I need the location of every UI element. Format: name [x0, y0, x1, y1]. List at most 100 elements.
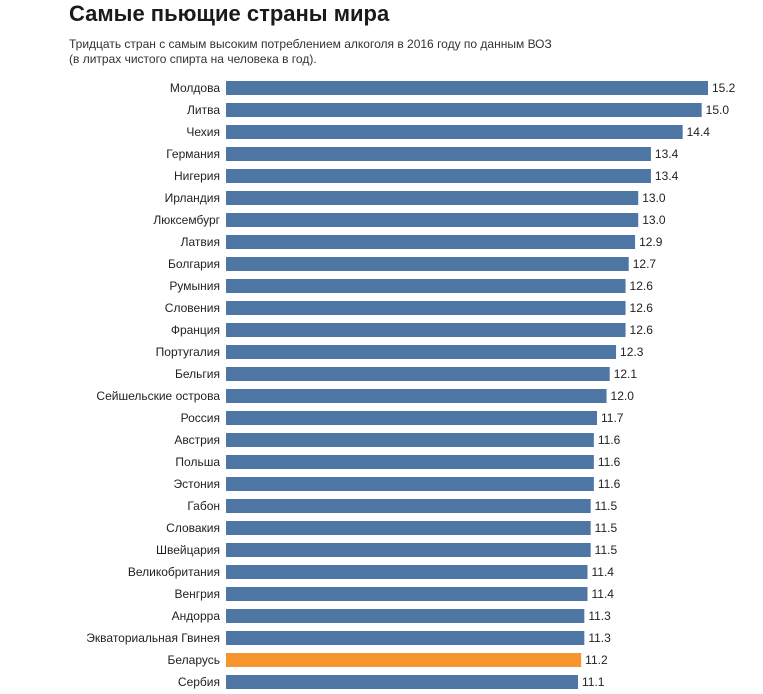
value-label: 13.0: [642, 213, 666, 227]
value-label: 11.3: [588, 609, 611, 623]
bar-row: Австрия 11.6: [174, 433, 621, 447]
category-label: Австрия: [174, 433, 220, 447]
bar: [226, 213, 639, 227]
bar: [226, 477, 594, 491]
bar-row: Германия 13.4: [166, 147, 679, 161]
category-label: Франция: [171, 323, 220, 337]
bar: [226, 257, 629, 271]
bar-row: Экваториальная Гвинея 11.3: [86, 631, 611, 645]
bar-row: Румыния 12.6: [169, 279, 653, 293]
bar-row: Эстония 11.6: [174, 477, 621, 491]
bar-row: Россия 11.7: [181, 411, 624, 425]
bar-row: Люксембург 13.0: [153, 213, 666, 227]
bar-row: Португалия 12.3: [156, 345, 644, 359]
bar-row: Польша 11.6: [175, 455, 621, 469]
category-label: Эстония: [174, 477, 221, 491]
bar-row: Нигерия 13.4: [174, 169, 679, 183]
category-label: Словакия: [166, 521, 220, 535]
bar: [226, 565, 588, 579]
value-label: 13.4: [655, 147, 679, 161]
bar-row: Ирландия 13.0: [165, 191, 666, 205]
category-label: Латвия: [181, 235, 220, 249]
value-label: 12.9: [639, 235, 663, 249]
bar-highlight: [226, 653, 582, 667]
category-label: Нигерия: [174, 169, 220, 183]
bar-row: Литва 15.0: [187, 103, 729, 117]
bar: [226, 433, 594, 447]
chart-subtitle: Тридцать стран с самым высоким потреблен…: [69, 37, 552, 67]
bar-row: Латвия 12.9: [181, 235, 663, 249]
category-label: Литва: [187, 103, 220, 117]
bar-row: Сейшельские острова 12.0: [96, 389, 634, 403]
bar: [226, 389, 607, 403]
category-label: Сербия: [178, 675, 220, 689]
bar: [226, 543, 591, 557]
bar-row: Беларусь 11.2: [168, 653, 608, 667]
bar-row: Бельгия 12.1: [175, 367, 637, 381]
bar: [226, 587, 588, 601]
category-label: Габон: [187, 499, 220, 513]
bar: [226, 521, 591, 535]
category-label: Ирландия: [165, 191, 220, 205]
category-label: Словения: [165, 301, 220, 315]
value-label: 11.3: [588, 631, 611, 645]
category-label: Португалия: [156, 345, 220, 359]
bar: [226, 169, 651, 183]
category-label: Люксембург: [153, 213, 220, 227]
bar-row: Молдова 15.2: [170, 81, 736, 95]
value-label: 11.4: [592, 587, 615, 601]
category-label: Молдова: [170, 81, 220, 95]
category-label: Экваториальная Гвинея: [86, 631, 220, 645]
subtitle-line-1: Тридцать стран с самым высоким потреблен…: [69, 37, 552, 51]
category-label: Чехия: [186, 125, 220, 139]
category-label: Сейшельские острова: [96, 389, 220, 403]
value-label: 12.1: [614, 367, 638, 381]
subtitle-line-2: (в литрах чистого спирта на человека в г…: [69, 52, 317, 66]
value-label: 15.0: [706, 103, 730, 117]
bar: [226, 235, 636, 249]
category-label: Швейцария: [156, 543, 220, 557]
bar: [226, 631, 585, 645]
bar: [226, 103, 702, 117]
value-label: 11.1: [582, 675, 605, 689]
category-label: Германия: [166, 147, 220, 161]
bar-row: Швейцария 11.5: [156, 543, 617, 557]
bar: [226, 323, 626, 337]
bar: [226, 455, 594, 469]
bar-row: Словакия 11.5: [166, 521, 617, 535]
value-label: 14.4: [687, 125, 711, 139]
bar: [226, 367, 610, 381]
value-label: 11.6: [598, 455, 621, 469]
bar-row: Габон 11.5: [187, 499, 617, 513]
bar-row: Венгрия 11.4: [174, 587, 614, 601]
bar: [226, 411, 598, 425]
value-label: 13.4: [655, 169, 679, 183]
value-label: 12.6: [630, 301, 654, 315]
value-label: 12.6: [630, 279, 654, 293]
bar: [226, 499, 591, 513]
category-label: Россия: [181, 411, 220, 425]
value-label: 11.5: [595, 521, 618, 535]
value-label: 11.6: [598, 477, 621, 491]
bar-row: Андорра 11.3: [172, 609, 611, 623]
bar: [226, 81, 708, 95]
value-label: 11.2: [585, 653, 608, 667]
bar: [226, 301, 626, 315]
bar: [226, 345, 617, 359]
bar: [226, 609, 585, 623]
value-label: 15.2: [712, 81, 736, 95]
bar: [226, 675, 578, 689]
category-label: Беларусь: [168, 653, 220, 667]
value-label: 12.7: [633, 257, 657, 271]
category-label: Румыния: [169, 279, 220, 293]
category-label: Великобритания: [128, 565, 220, 579]
bar: [226, 279, 626, 293]
value-label: 11.7: [601, 411, 624, 425]
bar-row: Словения 12.6: [165, 301, 653, 315]
value-label: 12.3: [620, 345, 644, 359]
bar: [226, 147, 651, 161]
value-label: 12.6: [630, 323, 654, 337]
value-label: 11.4: [592, 565, 615, 579]
category-label: Болгария: [168, 257, 220, 271]
